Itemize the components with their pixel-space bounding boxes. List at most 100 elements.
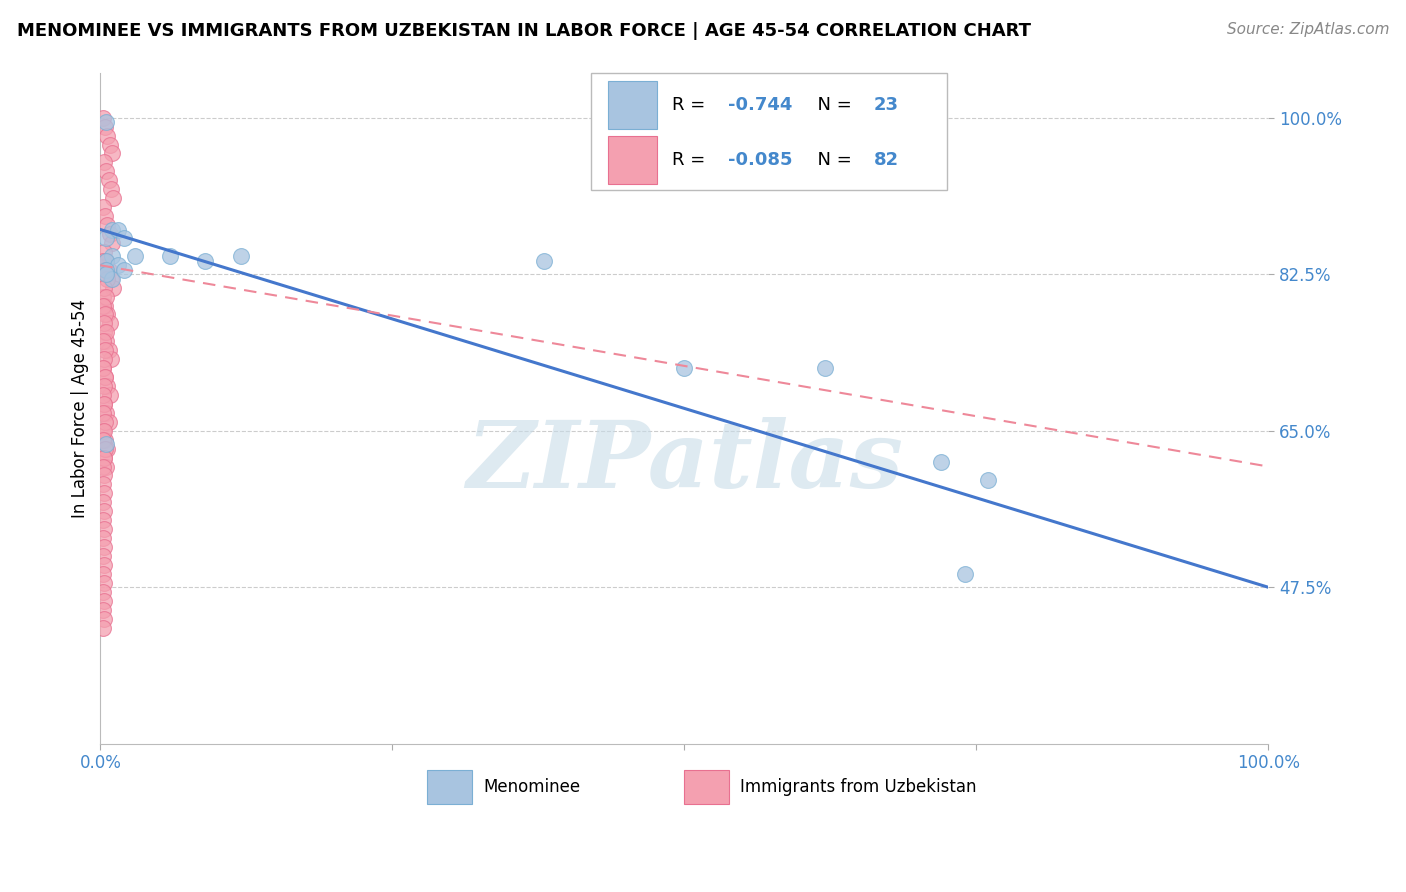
Point [96, 437, 118, 451]
Point [98, 388, 121, 402]
Text: Source: ZipAtlas.com: Source: ZipAtlas.com [1226, 22, 1389, 37]
Point [977, 473, 1000, 487]
Text: 82: 82 [873, 151, 898, 169]
Point [98, 137, 121, 152]
Point [100, 182, 122, 196]
Point [91, 424, 114, 438]
Point [91, 406, 114, 420]
Point [96, 308, 118, 322]
Point [94, 120, 117, 134]
Point [91, 549, 114, 563]
Point [96, 253, 118, 268]
Point [96, 218, 118, 232]
Point [93, 379, 115, 393]
Point [96, 262, 118, 277]
Point [93, 352, 115, 367]
Point [100, 271, 122, 285]
Point [93, 558, 115, 572]
Point [107, 222, 129, 236]
Point [93, 611, 115, 625]
Point [533, 253, 555, 268]
Point [91, 513, 114, 527]
Point [91, 459, 114, 474]
Y-axis label: In Labor Force | Age 45-54: In Labor Force | Age 45-54 [72, 299, 89, 518]
Text: N =: N = [806, 151, 858, 169]
Point [91, 433, 114, 447]
Point [94, 415, 117, 429]
Point [93, 575, 115, 590]
Point [931, 455, 953, 469]
Point [93, 468, 115, 483]
Point [93, 450, 115, 465]
Point [91, 477, 114, 491]
Point [93, 504, 115, 518]
Bar [685, 771, 728, 805]
Point [96, 290, 118, 304]
Point [91, 602, 114, 616]
Point [194, 253, 217, 268]
Point [103, 280, 125, 294]
Point [91, 361, 114, 376]
Point [93, 486, 115, 500]
Point [953, 566, 976, 581]
Point [93, 522, 115, 536]
Point [96, 379, 118, 393]
Point [103, 191, 125, 205]
Bar [427, 771, 471, 805]
Point [91, 299, 114, 313]
Point [159, 249, 181, 263]
Point [101, 222, 124, 236]
Point [98, 317, 121, 331]
Point [91, 584, 114, 599]
Point [97, 173, 120, 187]
Point [93, 397, 115, 411]
Point [96, 442, 118, 456]
Point [91, 253, 114, 268]
Point [94, 299, 117, 313]
Point [91, 531, 114, 545]
Point [96, 253, 118, 268]
Point [93, 540, 115, 554]
FancyBboxPatch shape [591, 73, 948, 190]
Point [112, 231, 135, 245]
Point [94, 370, 117, 384]
Text: ZIPatlas: ZIPatlas [465, 417, 903, 507]
Point [97, 343, 120, 358]
Point [100, 352, 122, 367]
Point [93, 244, 115, 259]
Point [91, 111, 114, 125]
Point [97, 415, 120, 429]
Point [93, 450, 115, 465]
Point [98, 227, 121, 241]
Point [96, 267, 118, 281]
Point [101, 271, 124, 285]
Point [91, 388, 114, 402]
Text: Immigrants from Uzbekistan: Immigrants from Uzbekistan [740, 779, 977, 797]
Point [96, 115, 118, 129]
Text: R =: R = [672, 96, 710, 114]
Text: -0.744: -0.744 [727, 96, 792, 114]
Point [96, 406, 118, 420]
Point [91, 361, 114, 376]
Point [93, 317, 115, 331]
Point [96, 326, 118, 340]
Point [91, 621, 114, 635]
Point [101, 146, 124, 161]
Text: -0.085: -0.085 [727, 151, 792, 169]
Point [124, 249, 146, 263]
Point [91, 334, 114, 349]
Text: 23: 23 [873, 96, 898, 114]
Point [107, 258, 129, 272]
Point [94, 433, 117, 447]
Point [93, 280, 115, 294]
Point [91, 290, 114, 304]
Point [93, 397, 115, 411]
Point [91, 566, 114, 581]
Text: R =: R = [672, 151, 710, 169]
Point [229, 249, 252, 263]
Point [94, 370, 117, 384]
Point [813, 361, 835, 376]
Point [94, 262, 117, 277]
Point [96, 128, 118, 143]
Text: MENOMINEE VS IMMIGRANTS FROM UZBEKISTAN IN LABOR FORCE | AGE 45-54 CORRELATION C: MENOMINEE VS IMMIGRANTS FROM UZBEKISTAN … [17, 22, 1031, 40]
